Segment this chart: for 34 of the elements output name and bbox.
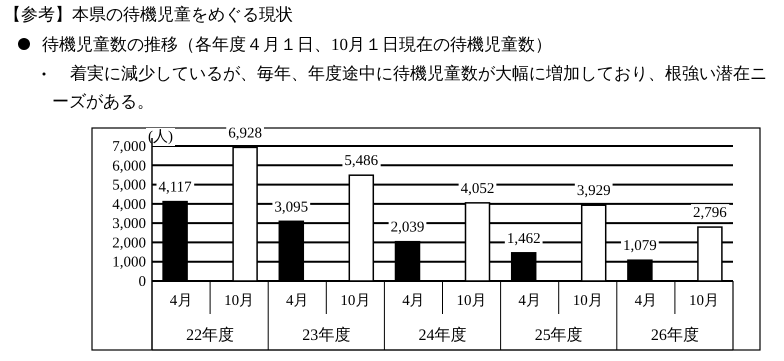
ytick: 2,000 xyxy=(112,235,146,252)
series-name: 4月 xyxy=(286,293,308,309)
ytick: 6,000 xyxy=(112,158,146,174)
category: 24年度 xyxy=(418,327,466,344)
subtitle: 待機児童数の推移（各年度４月１日、10月１日現在の待機児童数） xyxy=(42,35,552,54)
series-name: 10月 xyxy=(224,293,254,309)
value-label: 3,929 xyxy=(574,182,613,200)
value-label: 5,486 xyxy=(342,152,381,170)
ytick: 4,000 xyxy=(112,196,146,213)
series-name: 10月 xyxy=(572,293,603,309)
ylabel: (人) xyxy=(146,128,175,146)
series-name: 10月 xyxy=(340,293,370,309)
ytick: 7,000 xyxy=(112,139,146,155)
category: 25年度 xyxy=(534,327,583,344)
series-name: 10月 xyxy=(456,293,487,309)
value-label: 1,079 xyxy=(621,237,659,256)
title: 【参考】本県の待機児童をめぐる現状 xyxy=(4,5,293,24)
category: 23年度 xyxy=(302,327,350,344)
series-name: 4月 xyxy=(518,293,541,309)
value-label: 4,117 xyxy=(156,178,194,197)
category: 22年度 xyxy=(186,327,234,344)
value-label: 6,928 xyxy=(226,124,264,142)
category: 26年度 xyxy=(650,327,699,344)
ytick: 1,000 xyxy=(112,254,146,271)
series-name: 4月 xyxy=(402,293,425,309)
ytick: 5,000 xyxy=(112,178,146,194)
value-label: 2,039 xyxy=(388,218,426,237)
ytick: 0 xyxy=(138,274,146,290)
series-name: 4月 xyxy=(170,293,192,309)
annotation: 着実に減少しているが、毎年、年度途中に待機児童数が大幅に増加しており、根強い潜在ニーズがある。 xyxy=(42,64,767,111)
value-label: 2,796 xyxy=(691,204,730,222)
ytick: 3,000 xyxy=(112,216,146,232)
series-name: 10月 xyxy=(688,293,719,309)
series-name: 4月 xyxy=(634,293,658,309)
